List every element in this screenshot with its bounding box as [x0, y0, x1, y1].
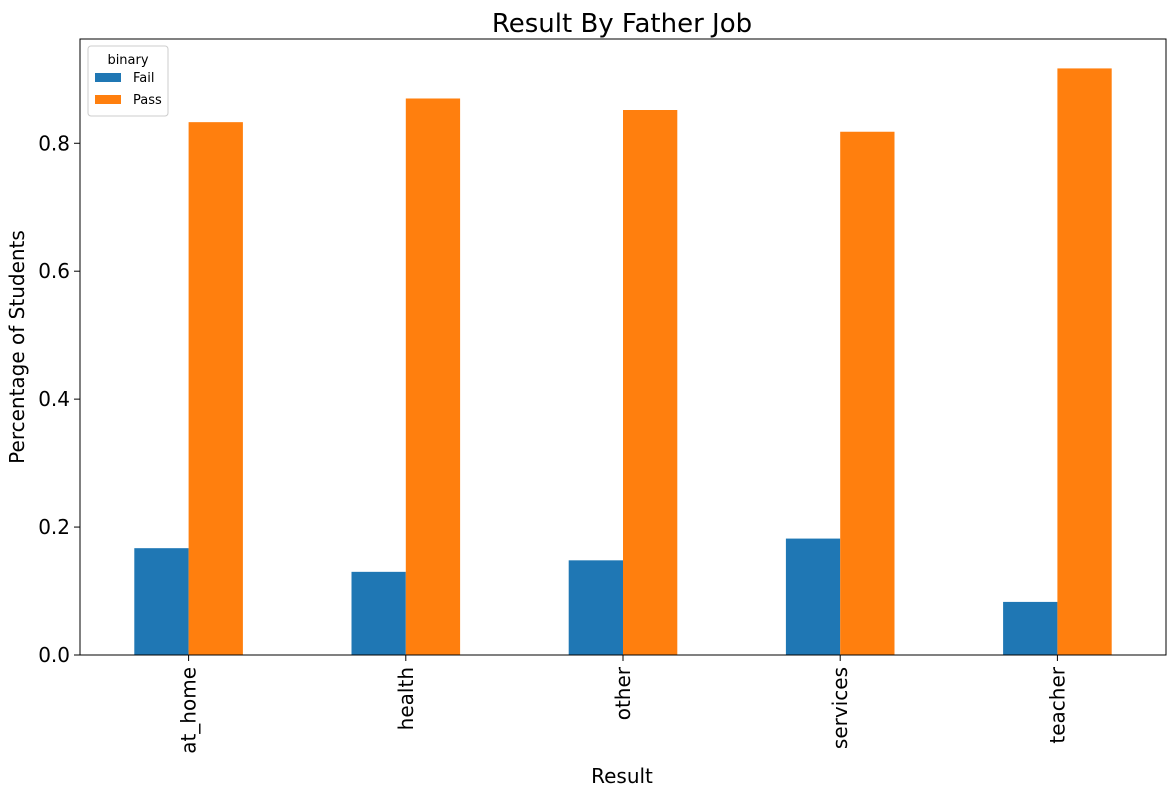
bar-fail-teacher	[1003, 601, 1058, 655]
x-tick-label-other: other	[611, 666, 635, 720]
bar-pass-health	[405, 98, 461, 656]
bar-fail-services	[785, 538, 841, 655]
chart-title: Result By Father Job	[492, 9, 752, 39]
bars	[134, 68, 1112, 656]
legend-title: binary	[107, 53, 148, 68]
bar-fail-other	[568, 560, 623, 655]
x-axis-ticks: at_home health other services teacher	[177, 655, 1069, 754]
y-tick-label: 0.2	[38, 515, 70, 539]
legend-swatch-pass	[95, 95, 121, 104]
x-axis-label: Result	[591, 764, 653, 788]
bar-pass-services	[840, 131, 895, 655]
legend-label-fail: Fail	[133, 71, 154, 86]
legend-swatch-fail	[95, 73, 121, 82]
bar-pass-other	[623, 110, 678, 655]
x-tick-label-services: services	[828, 667, 852, 749]
legend-items: Fail Pass	[95, 71, 162, 108]
legend-label-pass: Pass	[133, 93, 162, 108]
y-axis-ticks: 0.0 0.2 0.4 0.6 0.8	[38, 131, 80, 667]
legend: binary Fail Pass	[87, 45, 169, 117]
y-tick-label: 0.8	[38, 131, 70, 155]
bar-pass-at_home	[188, 122, 243, 655]
y-tick-label: 0.6	[38, 259, 70, 283]
x-tick-label-at_home: at_home	[177, 667, 201, 754]
x-tick-label-health: health	[394, 667, 418, 730]
x-tick-label-teacher: teacher	[1045, 666, 1069, 743]
bar-fail-health	[351, 571, 406, 655]
bar-fail-at_home	[134, 548, 189, 655]
y-tick-label: 0.0	[38, 643, 70, 667]
y-tick-label: 0.4	[38, 387, 70, 411]
y-axis-label: Percentage of Students	[5, 230, 29, 464]
bar-pass-teacher	[1057, 68, 1112, 656]
